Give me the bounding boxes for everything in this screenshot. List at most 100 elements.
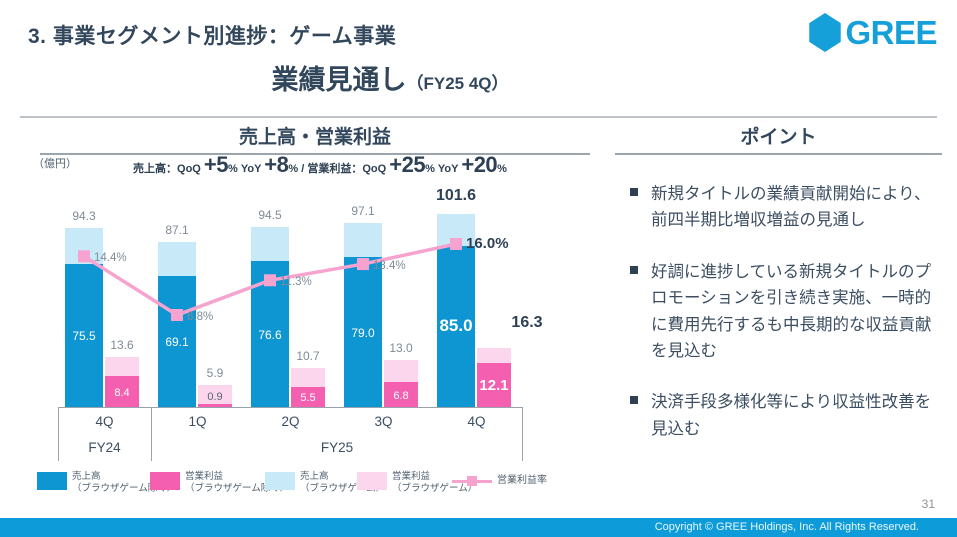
legend-label: 営業利益 （ブラウザゲーム除く）: [185, 471, 289, 495]
subtitle-main: 業績見通し: [271, 65, 407, 95]
axis-quarter-cell: 4Q: [95, 414, 114, 429]
points-section-title: ポイント: [740, 127, 817, 148]
stats-segment: %: [228, 163, 241, 175]
stats-segment: +20: [461, 152, 498, 177]
axis-fiscal-row: FY24 FY25: [58, 435, 523, 461]
legend-label: 売上高 （ブラウザゲーム）: [300, 471, 385, 495]
points-panel: ポイント 新規タイトルの業績貢献開始により、前四半期比増収増益の見通し好調に進捗…: [615, 122, 942, 467]
legend-swatch: [150, 472, 180, 490]
revenue-total-label: 97.1: [351, 203, 375, 218]
axis-fiscal-cell: FY25: [320, 440, 354, 455]
legend-label: 売上高 （ブラウザゲーム除く）: [72, 471, 176, 495]
stats-segment: 売上高：QoQ: [133, 163, 204, 175]
x-axis-table: 4Q 1Q 2Q 3Q 4Q FY24 FY25: [58, 407, 523, 461]
axis-divider: [58, 408, 59, 461]
revenue-core-label: 76.6: [258, 328, 282, 343]
profit-total-label: 16.3: [511, 313, 543, 331]
gree-hexagon-icon: [809, 13, 841, 52]
page-title: 3. 事業セグメント別進捗：ゲーム事業: [28, 25, 397, 48]
qoq-yoy-stats: 売上高：QoQ +5% YoY +8% / 営業利益：QoQ +25% YoY …: [20, 152, 620, 178]
profit-core-label: 8.4: [114, 386, 130, 399]
axis-quarter-row: 4Q 1Q 2Q 3Q 4Q: [58, 408, 523, 435]
bullet-text: 新規タイトルの業績貢献開始により、前四半期比増収増益の見通し: [651, 185, 931, 230]
profit-total-label: 5.9: [206, 366, 224, 381]
bullet-square-icon: [630, 188, 638, 196]
bar-profit-core: [198, 403, 232, 407]
legend-swatch: [37, 472, 67, 490]
profit-core-label: 5.5: [300, 391, 316, 404]
stats-segment: %: [425, 163, 438, 175]
legend-label-line1: 営業利益: [392, 471, 431, 482]
revenue-total-label: 87.1: [165, 222, 189, 237]
axis-fiscal-cell: FY24: [88, 440, 121, 455]
legend-label: 営業利益率: [497, 475, 547, 486]
axis-divider: [522, 408, 523, 461]
axis-unit-label: （億円）: [33, 158, 77, 170]
stats-segment: +8: [264, 152, 289, 177]
profit-core-label: 12.1: [479, 376, 509, 394]
legend-item: 売上高 （ブラウザゲーム除く）: [37, 471, 176, 495]
chart-section-underline: [40, 153, 590, 155]
axis-divider: [151, 408, 152, 461]
axis-quarter-cell: 1Q: [188, 414, 207, 429]
margin-rate-label: 16.0%: [466, 234, 509, 252]
bullet-text: 決済手段多様化等により収益性改善を見込む: [651, 393, 932, 438]
bullet-text: 好調に進捗している新規タイトルのプロモーションを引き続き実施、一時的に費用先行す…: [651, 262, 932, 360]
bar-line-chart: 94.3 75.5 13.6 8.4 14.4% 87.1 69.1 5.9 0.9 6.8% 94…: [58, 186, 543, 407]
bullet-item: 好調に進捗している新規タイトルのプロモーションを引き続き実施、一時的に費用先行す…: [615, 259, 942, 365]
stats-segment: YoY: [240, 163, 265, 175]
stats-segment: %: [288, 163, 302, 175]
page-number: 31: [921, 497, 935, 511]
header-divider: [20, 116, 937, 118]
stats-segment: YoY: [437, 163, 462, 175]
stats-segment: %: [497, 163, 507, 175]
margin-rate-label: 14.4%: [94, 252, 127, 265]
legend-swatch: [357, 472, 387, 490]
legend-label-line1: 営業利益: [185, 471, 224, 482]
chart-panel: 売上高・営業利益 （億円） 売上高：QoQ +5% YoY +8% / 営業利益…: [20, 122, 620, 512]
points-bullet-list: 新規タイトルの業績貢献開始により、前四半期比増収増益の見通し好調に進捗している新…: [615, 181, 942, 442]
stats-segment: / 営業利益：QoQ: [301, 163, 390, 175]
stats-segment: +25: [389, 152, 426, 177]
points-section-underline: [615, 153, 942, 155]
margin-rate-label: 6.8%: [187, 311, 214, 324]
bullet-item: 決済手段多様化等により収益性改善を見込む: [615, 389, 942, 442]
bullet-square-icon: [630, 396, 638, 405]
gree-logo: GREE: [807, 13, 937, 52]
legend-label-line2: （ブラウザゲーム）: [392, 482, 478, 494]
revenue-core-label: 85.0: [439, 316, 473, 336]
legend-label: 営業利益 （ブラウザゲーム）: [392, 471, 477, 495]
margin-rate-label: 13.4%: [373, 260, 406, 273]
profit-total-label: 13.0: [389, 340, 413, 355]
chart-section-title: 売上高・営業利益: [238, 127, 391, 148]
legend-item: 営業利益 （ブラウザゲーム）: [357, 471, 477, 495]
axis-quarter-cell: 4Q: [467, 414, 486, 429]
profit-total-label: 13.6: [110, 338, 134, 353]
profit-core-label: 6.8: [393, 389, 409, 402]
subtitle-period: （FY25 4Q）: [406, 74, 509, 93]
footer-copyright: Copyright © GREE Holdings, Inc. All Righ…: [0, 518, 957, 537]
revenue-total-label: 94.3: [72, 208, 96, 223]
profit-total-label: 10.7: [296, 348, 320, 363]
axis-quarter-cell: 2Q: [281, 414, 300, 429]
margin-rate-label: 11.3%: [280, 276, 312, 289]
revenue-total-label: 101.6: [435, 186, 477, 204]
legend-label-line1: 売上高: [300, 471, 329, 482]
bar-profit-core: [291, 386, 325, 407]
legend-label-line1: 売上高: [72, 471, 101, 482]
bar-profit-core: [477, 362, 511, 407]
revenue-core-label: 79.0: [351, 325, 375, 340]
bar-profit-browser: [198, 385, 232, 407]
revenue-total-label: 94.5: [258, 208, 282, 223]
legend-item: 営業利益率: [452, 472, 547, 487]
revenue-core-label: 75.5: [72, 329, 96, 344]
profit-core-label: 0.9: [207, 390, 223, 403]
legend-label-line2: （ブラウザゲーム除く）: [185, 482, 290, 494]
legend-item: 売上高 （ブラウザゲーム）: [265, 471, 385, 495]
slide-subtitle: 業績見通し（FY25 4Q）: [0, 58, 780, 97]
legend-swatch: [265, 472, 295, 490]
legend-line-sample: [452, 475, 492, 487]
gree-logo-text: GREE: [845, 13, 937, 51]
bar-profit-core: [384, 382, 418, 407]
